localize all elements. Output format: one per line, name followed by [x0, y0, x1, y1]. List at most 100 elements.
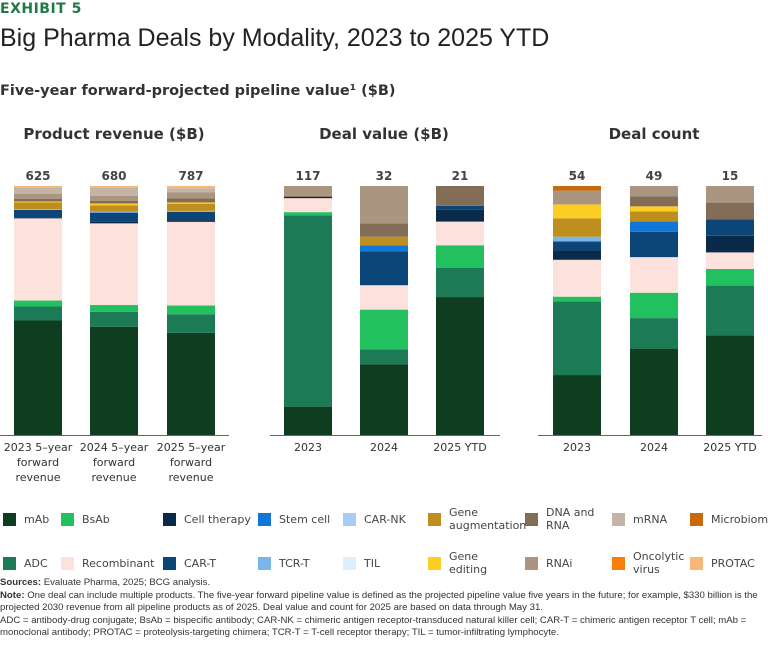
bar-segment-adc [360, 349, 408, 365]
total-label: 625 [25, 169, 50, 183]
bar-segment-recombinant [553, 259, 601, 297]
total-label: 49 [646, 169, 663, 183]
legend-label: mRNA [633, 512, 668, 526]
bar-segment-mrna [14, 187, 62, 194]
legend-swatch [258, 512, 271, 526]
legend-label: Gene editing [449, 550, 488, 576]
bar-segment-mab [436, 297, 484, 435]
category-label: 2023 [563, 441, 591, 454]
category-label: 2025 YTD [703, 441, 756, 454]
legend-label: mAb [24, 512, 50, 526]
bar-segment-gene-augmentation [14, 202, 62, 210]
legend-label: Stem cell [279, 512, 331, 526]
bar-segment-mab [90, 326, 138, 435]
legend-label: TIL [364, 556, 381, 570]
bar-segment-car-t [630, 231, 678, 258]
legend-label: Recombinant [82, 556, 155, 570]
total-label: 54 [569, 169, 586, 183]
legend-item: DNA and RNA [525, 505, 601, 533]
bar-segment-tcr-t [90, 211, 138, 213]
legend-label: Cell therapy [184, 512, 251, 526]
legend-label: BsAb [82, 512, 110, 526]
bar-segment-car-t [436, 205, 484, 210]
bar-segment-recombinant [706, 252, 754, 269]
bar-segment-recombinant [436, 221, 484, 246]
bar-segment-cell-therapy [14, 217, 62, 219]
bar-segment-mab [14, 320, 62, 435]
bar-segment-bsab [630, 292, 678, 319]
panel-title: Deal count [609, 125, 700, 143]
sources-line: Sources: Evaluate Pharma, 2025; BCG anal… [0, 577, 211, 588]
bar-segment-bsab [284, 212, 332, 216]
bar-segment-mab [706, 335, 754, 435]
legend-swatch [612, 512, 625, 526]
legend-item: RNAi [525, 549, 572, 577]
bar-segment-dna-and-rna [706, 202, 754, 220]
legend: mAb BsAb Cell therapy Stem cell CAR-NK Gene a… [0, 505, 768, 577]
legend-item: Microbiome [690, 505, 768, 533]
bar-segment-rnai [706, 186, 754, 203]
charts: Product revenue ($B) 625 2023 5–year forwar… [0, 125, 762, 484]
bar-segment-gene-augmentation [167, 203, 215, 211]
legend-item: Cell therapy [163, 505, 251, 533]
chart-panel-1: Product revenue ($B) 625 2023 5–year forwar… [0, 125, 229, 484]
bar-segment-car-t [167, 211, 215, 221]
bar-segment-rnai [284, 186, 332, 196]
legend-label: ADC [24, 556, 48, 570]
legend-swatch [61, 556, 74, 570]
total-label: 21 [452, 169, 469, 183]
legend-item: TIL [343, 549, 380, 577]
legend-item: CAR-T [163, 549, 216, 577]
bar-segment-rnai [553, 190, 601, 205]
legend-swatch [3, 556, 16, 570]
legend-label: RNAi [546, 556, 573, 570]
bar-segment-bsab [360, 309, 408, 350]
bar-segment-gene-augmentation [630, 211, 678, 222]
bar-segment-bsab [14, 300, 62, 307]
chart-subtitle: Five-year forward-projected pipeline val… [0, 83, 396, 99]
bar-segment-adc [90, 311, 138, 327]
bar-segment-recombinant [360, 285, 408, 310]
legend-swatch [3, 512, 16, 526]
bar-segment-rnai [167, 192, 215, 199]
category-label: 2025 YTD [433, 441, 486, 454]
legend-label: DNA and RNA [546, 506, 595, 532]
bar-segment-tcr-t [553, 236, 601, 242]
bar-segment-rnai [14, 193, 62, 199]
bar-segment-protac [14, 186, 62, 188]
total-label: 680 [101, 169, 126, 183]
bar-segment-recombinant [167, 221, 215, 306]
total-label: 787 [178, 169, 203, 183]
total-label: 32 [376, 169, 393, 183]
legend-swatch [343, 556, 356, 570]
bar-segment-bsab [706, 269, 754, 286]
bar-segment-gene-augmentation [553, 218, 601, 237]
legend-item: ADC [3, 549, 48, 577]
legend-swatch [163, 512, 176, 526]
bar-segment-rnai [630, 186, 678, 197]
legend-swatch [428, 512, 441, 526]
bar-segment-car-t [360, 251, 408, 286]
footnotes: Sources: Evaluate Pharma, 2025; BCG anal… [0, 577, 768, 640]
bar-segment-bsab [167, 305, 215, 315]
bar-segment-gene-augmentation [90, 205, 138, 212]
bar-segment-dna-and-rna [436, 186, 484, 206]
legend-label: CAR-NK [364, 512, 406, 526]
bar-segment-recombinant [284, 198, 332, 213]
panel-title: Product revenue ($B) [23, 125, 204, 143]
category-label: 2025 5–year forward revenue [157, 441, 226, 484]
legend-swatch [612, 556, 625, 570]
bar-segment-mab [167, 332, 215, 435]
bar-segment-gene-augmentation [360, 236, 408, 246]
bar-segment-mrna [167, 188, 215, 193]
legend-label: PROTAC [711, 556, 755, 570]
legend-swatch [690, 512, 703, 526]
bar-segment-car-t [14, 209, 62, 218]
bar-segment-tcr-t [14, 209, 62, 210]
legend-label: TCR-T [279, 556, 310, 570]
bar-segment-dna-and-rna [167, 198, 215, 203]
category-label: 2024 5–year forward revenue [80, 441, 149, 484]
legend-swatch [163, 556, 176, 570]
bar-segment-dna-and-rna [630, 196, 678, 207]
legend-label: Gene augmentation [449, 506, 527, 532]
